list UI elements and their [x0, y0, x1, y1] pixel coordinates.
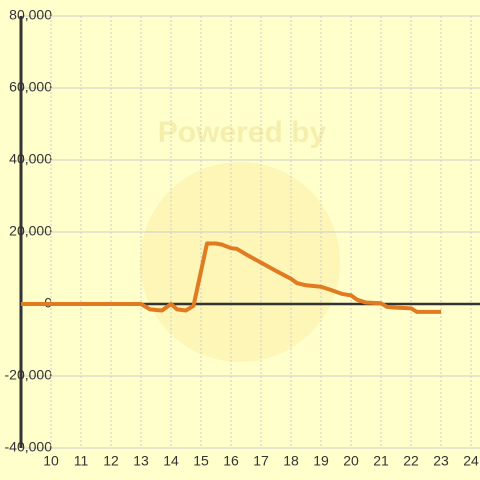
- x-tick-label: 16: [223, 453, 239, 469]
- data-line: [21, 241, 441, 314]
- x-tick-label: 15: [193, 453, 209, 469]
- y-tick-label: -40,000: [5, 439, 53, 455]
- y-tick-label: 20,000: [9, 223, 52, 239]
- y-tick-label: 60,000: [9, 79, 52, 95]
- x-tick-label: 22: [403, 453, 419, 469]
- x-tick-label: 13: [133, 453, 149, 469]
- watermark: Powered by: [158, 116, 327, 149]
- x-tick-label: 21: [373, 453, 389, 469]
- x-tick-label: 12: [103, 453, 119, 469]
- x-tick-label: 14: [163, 453, 179, 469]
- x-tick-label: 24: [463, 453, 479, 469]
- y-tick-label: 40,000: [9, 151, 52, 167]
- x-tick-label: 10: [43, 453, 59, 469]
- watermark-logo: [140, 162, 340, 362]
- x-tick-label: 17: [253, 453, 269, 469]
- x-tick-label: 23: [433, 453, 449, 469]
- x-tick-label: 11: [74, 453, 89, 469]
- y-tick-label: -20,000: [5, 367, 53, 383]
- x-tick-label: 19: [313, 453, 329, 469]
- y-tick-label: 80,000: [9, 7, 52, 23]
- x-tick-label: 20: [343, 453, 359, 469]
- x-tick-label: 18: [283, 453, 299, 469]
